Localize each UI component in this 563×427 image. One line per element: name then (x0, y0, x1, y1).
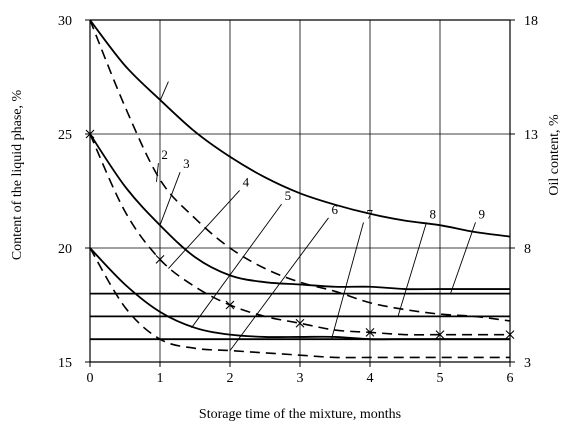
leader-line-4 (168, 190, 240, 269)
series-marker-4 (225, 300, 235, 310)
curve-label-3: 3 (183, 156, 190, 171)
curve-labels: 23 4 5 6 7 8 9 (161, 147, 485, 221)
leader-line-2 (156, 163, 159, 182)
y-axis-title-right: Oil content, % (547, 114, 562, 196)
y-left-tick-label: 25 (58, 128, 72, 143)
x-tick-label: 4 (367, 371, 374, 386)
curve-leaders (156, 81, 476, 351)
leader-line-6 (229, 217, 329, 351)
curve-label-6: 6 (332, 202, 339, 217)
x-tick-label: 5 (437, 371, 444, 386)
y-left-tick-label: 20 (58, 242, 72, 257)
y-left-tick-label: 30 (58, 14, 72, 29)
x-tick-label: 3 (297, 371, 304, 386)
curve-label-4: 4 (243, 174, 250, 189)
leader-line-5 (191, 203, 282, 329)
y-right-tick-label: 8 (524, 242, 531, 257)
curve-label-7: 7 (367, 206, 374, 221)
y-axis-title-left: Content of the liquid phase, % (10, 90, 25, 261)
leader-line-3 (159, 172, 181, 226)
x-axis-title: Storage time of the mixture, months (199, 407, 401, 422)
y-right-tick-label: 13 (524, 128, 538, 143)
series-marker-4 (365, 327, 375, 337)
curve-label-8: 8 (430, 206, 437, 221)
series-marker-4 (435, 330, 445, 340)
x-tick-label: 2 (227, 371, 234, 386)
series-marker-4 (295, 318, 305, 328)
x-tick-label: 1 (157, 371, 164, 386)
curve-label-5: 5 (285, 188, 292, 203)
series-marker-4 (155, 255, 165, 264)
axes (85, 19, 515, 367)
x-tick-label: 6 (507, 371, 514, 386)
y-right-tick-label: 18 (524, 14, 538, 29)
leader-line-1 (159, 81, 169, 102)
grid (90, 20, 510, 362)
y-left-tick-label: 15 (58, 356, 72, 371)
curve-label-2: 2 (161, 147, 168, 162)
leader-line-8 (397, 222, 427, 317)
curve-label-9: 9 (479, 206, 486, 221)
x-tick-label: 0 (87, 371, 94, 386)
y-right-tick-label: 3 (524, 356, 531, 371)
leader-line-9 (450, 222, 476, 294)
series-line-1 (89, 19, 511, 238)
leader-line-7 (331, 222, 364, 340)
